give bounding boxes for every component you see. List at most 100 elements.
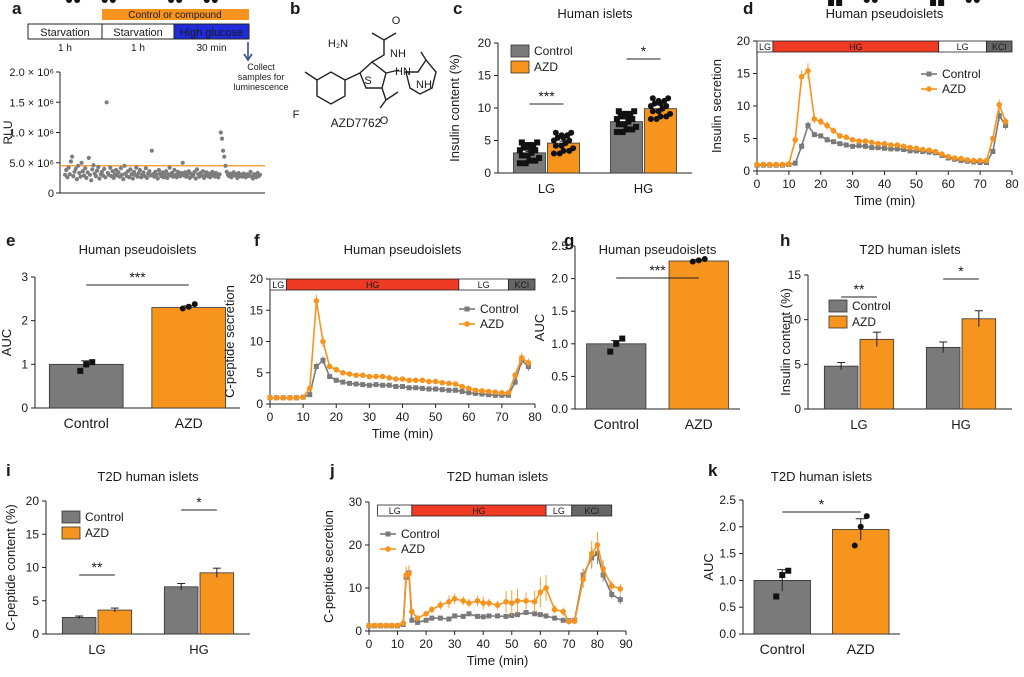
x-tick-label: 60 <box>462 410 476 424</box>
x-tick-label: 50 <box>505 637 519 651</box>
y-axis-label: AUC <box>701 553 716 580</box>
data-point <box>792 160 798 166</box>
panel-label-a: a <box>12 0 22 18</box>
data-point <box>492 392 498 398</box>
bar-control <box>163 586 199 635</box>
y-axis-label: C-peptide content (%) <box>3 504 18 630</box>
data-point <box>657 100 664 107</box>
chart-title: T2D human islets <box>447 469 549 484</box>
data-point <box>633 123 640 130</box>
data-point <box>66 0 73 3</box>
data-point <box>532 157 539 164</box>
data-point <box>211 0 218 3</box>
data-point <box>617 597 623 603</box>
data-point <box>1002 118 1009 125</box>
y-tick-label: 0 <box>355 624 362 638</box>
data-point <box>389 622 395 629</box>
legend-swatch <box>61 526 81 540</box>
data-point <box>932 148 939 155</box>
data-point <box>306 385 313 392</box>
data-point <box>701 256 708 263</box>
data-point <box>472 390 478 396</box>
data-point <box>615 108 622 115</box>
legend-label: Control <box>852 299 891 313</box>
data-point <box>71 174 76 179</box>
data-point <box>843 142 849 148</box>
data-point <box>373 373 379 380</box>
panel-c-chart: 0 5 10 15 20 Insulin content (%) Human islets L… <box>447 6 692 196</box>
protocol-duration: 30 min <box>196 43 226 54</box>
data-point <box>174 175 179 180</box>
chart-title: Human pseudoislets <box>599 242 717 257</box>
y-tick-label: 3 <box>21 270 28 284</box>
x-tick-label: AZD <box>847 641 875 657</box>
data-point <box>532 611 538 617</box>
data-point <box>503 598 509 605</box>
data-point <box>485 388 492 395</box>
data-point <box>121 177 126 182</box>
data-point <box>414 615 421 621</box>
data-point <box>419 385 425 391</box>
y-tick-label: 20 <box>737 34 751 48</box>
data-point <box>176 0 183 3</box>
data-point <box>594 542 601 548</box>
data-point <box>90 167 95 172</box>
x-tick-label: Control <box>64 415 109 431</box>
bond <box>381 87 387 101</box>
x-tick-label: Control <box>760 641 805 657</box>
y-tick-label: 0 <box>484 166 491 180</box>
x-tick-label: AZD <box>685 416 713 432</box>
series-line-control <box>757 113 1007 166</box>
data-point <box>619 129 626 136</box>
x-tick-label: 0 <box>366 637 373 651</box>
y-tick-label: 0 <box>743 164 750 178</box>
data-point <box>223 163 228 168</box>
protocol-label: LG <box>759 42 771 52</box>
data-point <box>508 600 515 606</box>
y-tick-label: 10 <box>737 99 751 113</box>
data-point <box>78 174 83 179</box>
data-point <box>811 116 818 122</box>
panel-label-k: k <box>708 461 718 480</box>
data-point <box>863 513 870 520</box>
data-point <box>779 161 786 168</box>
data-point <box>799 143 805 149</box>
bar-azd <box>668 260 729 410</box>
data-point <box>900 143 907 150</box>
data-point <box>120 172 125 177</box>
data-point <box>110 169 115 174</box>
chart-title: Human islets <box>557 6 633 21</box>
data-point <box>531 598 538 605</box>
legend-marker <box>926 86 932 92</box>
y-axis-label: AUC <box>532 314 547 341</box>
y-tick-label: 2 <box>21 314 28 328</box>
bar-azd <box>859 338 895 410</box>
data-point <box>973 0 980 3</box>
data-point <box>353 381 359 387</box>
data-point <box>459 383 465 390</box>
data-point <box>475 613 481 619</box>
data-point <box>875 145 881 151</box>
data-point <box>373 382 379 388</box>
data-point <box>760 161 767 168</box>
data-point <box>613 116 620 123</box>
data-point <box>786 161 792 167</box>
data-point <box>108 165 113 170</box>
data-point <box>67 172 72 177</box>
bond <box>420 51 427 61</box>
data-point <box>543 613 549 619</box>
data-point <box>888 142 894 148</box>
protocol-label: KCl <box>514 280 529 290</box>
y-tick-label: 1.0 × 10⁶ <box>9 128 54 140</box>
data-point <box>221 148 226 153</box>
legend-label: AZD <box>534 60 558 74</box>
y-axis-label: Insulin content (%) <box>778 288 793 396</box>
legend-marker <box>385 546 391 552</box>
data-point <box>754 161 760 168</box>
data-point <box>856 143 862 149</box>
data-point <box>773 593 780 600</box>
panel-f-chart: 0 5 10 15 20 C-peptide secretion Human pseudoi… <box>222 242 542 441</box>
data-point <box>512 379 518 385</box>
legend-label: Control <box>480 302 519 316</box>
